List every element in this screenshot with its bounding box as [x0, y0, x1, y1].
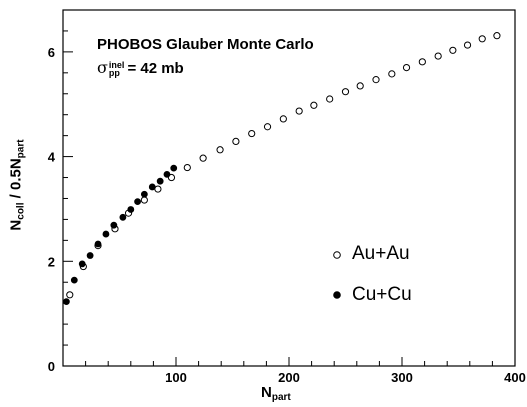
au-au-point — [310, 101, 318, 109]
sigma-subscript: pp — [108, 68, 120, 79]
au-au-point — [372, 76, 380, 84]
legend-label-au-au: Au+Au — [352, 243, 410, 264]
au-au-point — [478, 35, 486, 43]
au-au-point — [263, 123, 272, 131]
au-au-point — [434, 52, 442, 60]
legend-marker-au-au — [333, 251, 341, 259]
au-au-point — [183, 163, 191, 172]
au-au-point — [418, 58, 426, 66]
y-tick-label: 4 — [48, 150, 56, 165]
x-axis-label-sub: part — [271, 392, 291, 403]
cross-section-annotation: σ inel pp = 42 mb — [97, 58, 184, 79]
au-au-point — [199, 154, 207, 162]
cu-cu-point — [119, 213, 127, 221]
cu-cu-point — [86, 252, 94, 259]
cu-cu-point — [156, 177, 164, 185]
axes-layer: 100 200 300 400 0 2 4 6 — [48, 9, 526, 385]
cu-cu-point — [127, 206, 135, 213]
au-au-point — [463, 41, 472, 49]
sigma-value: = 42 mb — [127, 60, 184, 77]
au-au-point — [140, 196, 148, 204]
cu-cu-point — [134, 198, 141, 206]
cu-cu-point — [78, 260, 86, 268]
cu-cu-point — [70, 276, 78, 284]
y-axis-label-main2: / 0.5N — [7, 158, 25, 203]
au-au-point — [341, 88, 350, 96]
au-au-point — [279, 115, 287, 123]
au-au-point — [66, 291, 74, 299]
x-tick-label: 300 — [391, 370, 413, 385]
cu-cu-point — [170, 164, 178, 172]
au-au-point — [493, 32, 501, 40]
sigma-symbol: σ — [97, 58, 108, 77]
x-axis-label-main: N — [261, 384, 272, 401]
y-tick-label: 6 — [48, 45, 55, 60]
au-au-point — [216, 146, 224, 154]
cu-cu-point — [94, 240, 102, 248]
chart-title: PHOBOS Glauber Monte Carlo — [97, 36, 314, 53]
cu-cu-point — [148, 183, 156, 191]
y-axis-label-wrap: Ncoll / 0.5Npart — [2, 75, 32, 295]
y-tick-label: 2 — [48, 254, 55, 269]
sigma-superscript: inel — [108, 60, 125, 71]
au-au-point — [154, 185, 162, 193]
cu-cu-point — [163, 170, 171, 178]
cu-cu-point — [140, 190, 148, 198]
au-au-point — [232, 137, 240, 146]
series-layer — [62, 32, 501, 306]
y-axis-label-sub2: part — [15, 139, 27, 159]
series-cu-cu — [62, 164, 178, 306]
x-tick-label: 400 — [504, 370, 526, 385]
au-au-point — [326, 95, 334, 103]
cu-cu-point — [62, 298, 70, 306]
legend-label-cu-cu: Cu+Cu — [352, 284, 412, 305]
legend-layer — [333, 251, 341, 299]
cu-cu-point — [102, 230, 110, 238]
x-tick-label: 200 — [278, 370, 300, 385]
x-axis-label: Npart — [261, 384, 291, 403]
au-au-point — [388, 70, 396, 78]
y-tick-label: 0 — [48, 359, 55, 374]
au-au-point — [402, 63, 411, 72]
legend-marker-cu-cu — [333, 291, 341, 299]
au-au-point — [449, 46, 457, 54]
cu-cu-point — [110, 221, 118, 229]
y-axis-label-main1: N — [7, 219, 25, 231]
y-axis-label-sub1: coll — [15, 202, 27, 220]
x-tick-label: 100 — [165, 370, 187, 385]
series-au-au — [66, 32, 501, 299]
y-axis-label: Ncoll / 0.5Npart — [8, 139, 27, 230]
au-au-point — [295, 107, 303, 115]
au-au-point — [248, 129, 256, 138]
au-au-point — [356, 82, 364, 90]
